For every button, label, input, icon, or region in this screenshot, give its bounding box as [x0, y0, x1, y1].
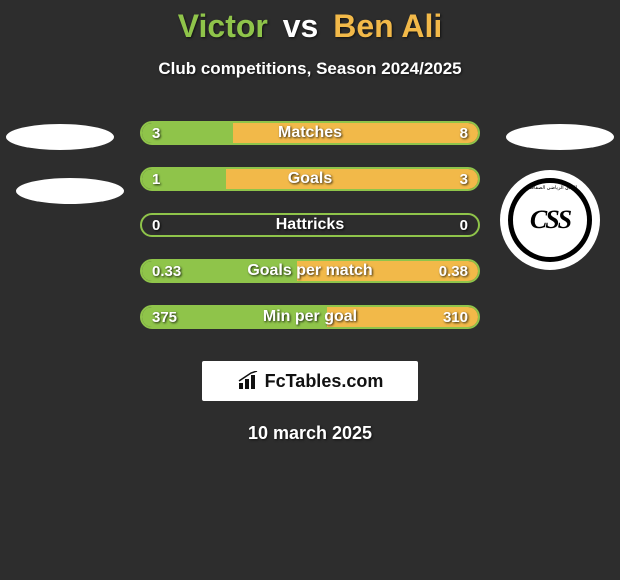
- stat-row: Matches38: [0, 121, 620, 167]
- title-vs: vs: [283, 8, 319, 44]
- bar-left-fill: [142, 123, 233, 143]
- stat-row: Goals13: [0, 167, 620, 213]
- stat-row: Goals per match0.330.38: [0, 259, 620, 305]
- bar-track: [140, 121, 480, 145]
- bar-left-fill: [142, 169, 226, 189]
- brand-box: FcTables.com: [202, 361, 418, 401]
- bar-right-fill: [233, 123, 478, 143]
- brand-text: FcTables.com: [265, 371, 384, 392]
- bar-right-fill: [297, 261, 478, 281]
- subtitle: Club competitions, Season 2024/2025: [0, 59, 620, 79]
- stat-row: Hattricks00: [0, 213, 620, 259]
- bar-left-fill: [142, 261, 297, 281]
- brand-chart-icon: [237, 371, 261, 391]
- stat-rows: Matches38Goals13Hattricks00Goals per mat…: [0, 121, 620, 351]
- bar-track: [140, 213, 480, 237]
- bar-track: [140, 259, 480, 283]
- bar-right-fill: [327, 307, 478, 327]
- bar-left-fill: [142, 307, 327, 327]
- bar-track: [140, 305, 480, 329]
- bar-right-fill: [226, 169, 478, 189]
- page-title: Victor vs Ben Ali: [0, 8, 620, 45]
- stat-row: Min per goal375310: [0, 305, 620, 351]
- title-left-name: Victor: [178, 8, 268, 44]
- date-line: 10 march 2025: [0, 423, 620, 444]
- bar-track: [140, 167, 480, 191]
- title-right-name: Ben Ali: [333, 8, 442, 44]
